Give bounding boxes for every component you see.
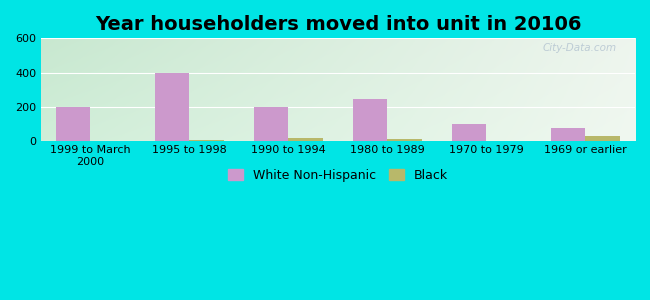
Bar: [452, 124, 486, 141]
Bar: [289, 138, 323, 141]
Text: City-Data.com: City-Data.com: [543, 44, 618, 53]
Bar: [551, 128, 586, 141]
Title: Year householders moved into unit in 20106: Year householders moved into unit in 201…: [95, 15, 581, 34]
Bar: [387, 139, 422, 141]
Bar: [190, 140, 224, 141]
Bar: [155, 73, 190, 141]
Bar: [586, 136, 620, 141]
Bar: [353, 99, 387, 141]
Bar: [56, 107, 90, 141]
Bar: [254, 107, 289, 141]
Legend: White Non-Hispanic, Black: White Non-Hispanic, Black: [222, 163, 454, 188]
